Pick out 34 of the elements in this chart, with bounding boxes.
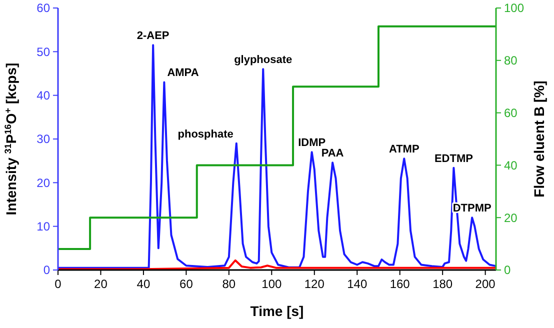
x-tick-label: 0 [54, 277, 62, 291]
x-tick-label: 40 [136, 277, 150, 291]
annotation: phosphate [178, 128, 234, 140]
y-tick-label: 50 [36, 44, 50, 59]
y2-tick-label: 60 [504, 106, 518, 120]
x-tick-label: 200 [475, 277, 496, 291]
y2-tick-label: 0 [504, 263, 511, 278]
y2-tick-label: 20 [504, 210, 518, 225]
annotation: PAA [321, 148, 344, 160]
x-tick-label: 140 [347, 277, 368, 291]
y-tick-label: 0 [43, 263, 50, 278]
x-tick-label: 80 [222, 277, 236, 291]
y2-axis-title: Flow eluent B [%] [531, 80, 547, 198]
annotation: AMPA [167, 67, 199, 80]
y-tick-label: 40 [36, 88, 50, 103]
annotation: 2-AEP [136, 30, 170, 42]
x-tick-label: 160 [390, 277, 410, 291]
y-tick-label: 20 [36, 176, 50, 190]
annotation: glyphosate [234, 54, 292, 66]
annotation: EDTMP [434, 152, 473, 165]
annotation: ATMP [388, 144, 420, 156]
x-tick-label: 180 [432, 277, 453, 291]
y2-tick-label: 40 [504, 158, 518, 172]
x-tick-label: 120 [304, 277, 325, 291]
annotation: IDMP [298, 137, 326, 150]
y2-tick-label: 80 [504, 54, 518, 68]
x-tick-label: 60 [180, 277, 194, 291]
x-axis-title: Time [s] [250, 303, 304, 319]
y-tick-label: 10 [36, 220, 50, 234]
x-tick-label: 20 [94, 277, 108, 291]
x-tick-label: 100 [262, 277, 282, 291]
y-tick-label: 30 [36, 132, 50, 146]
y-tick-label: 60 [36, 1, 50, 16]
y2-tick-label: 100 [504, 1, 524, 16]
